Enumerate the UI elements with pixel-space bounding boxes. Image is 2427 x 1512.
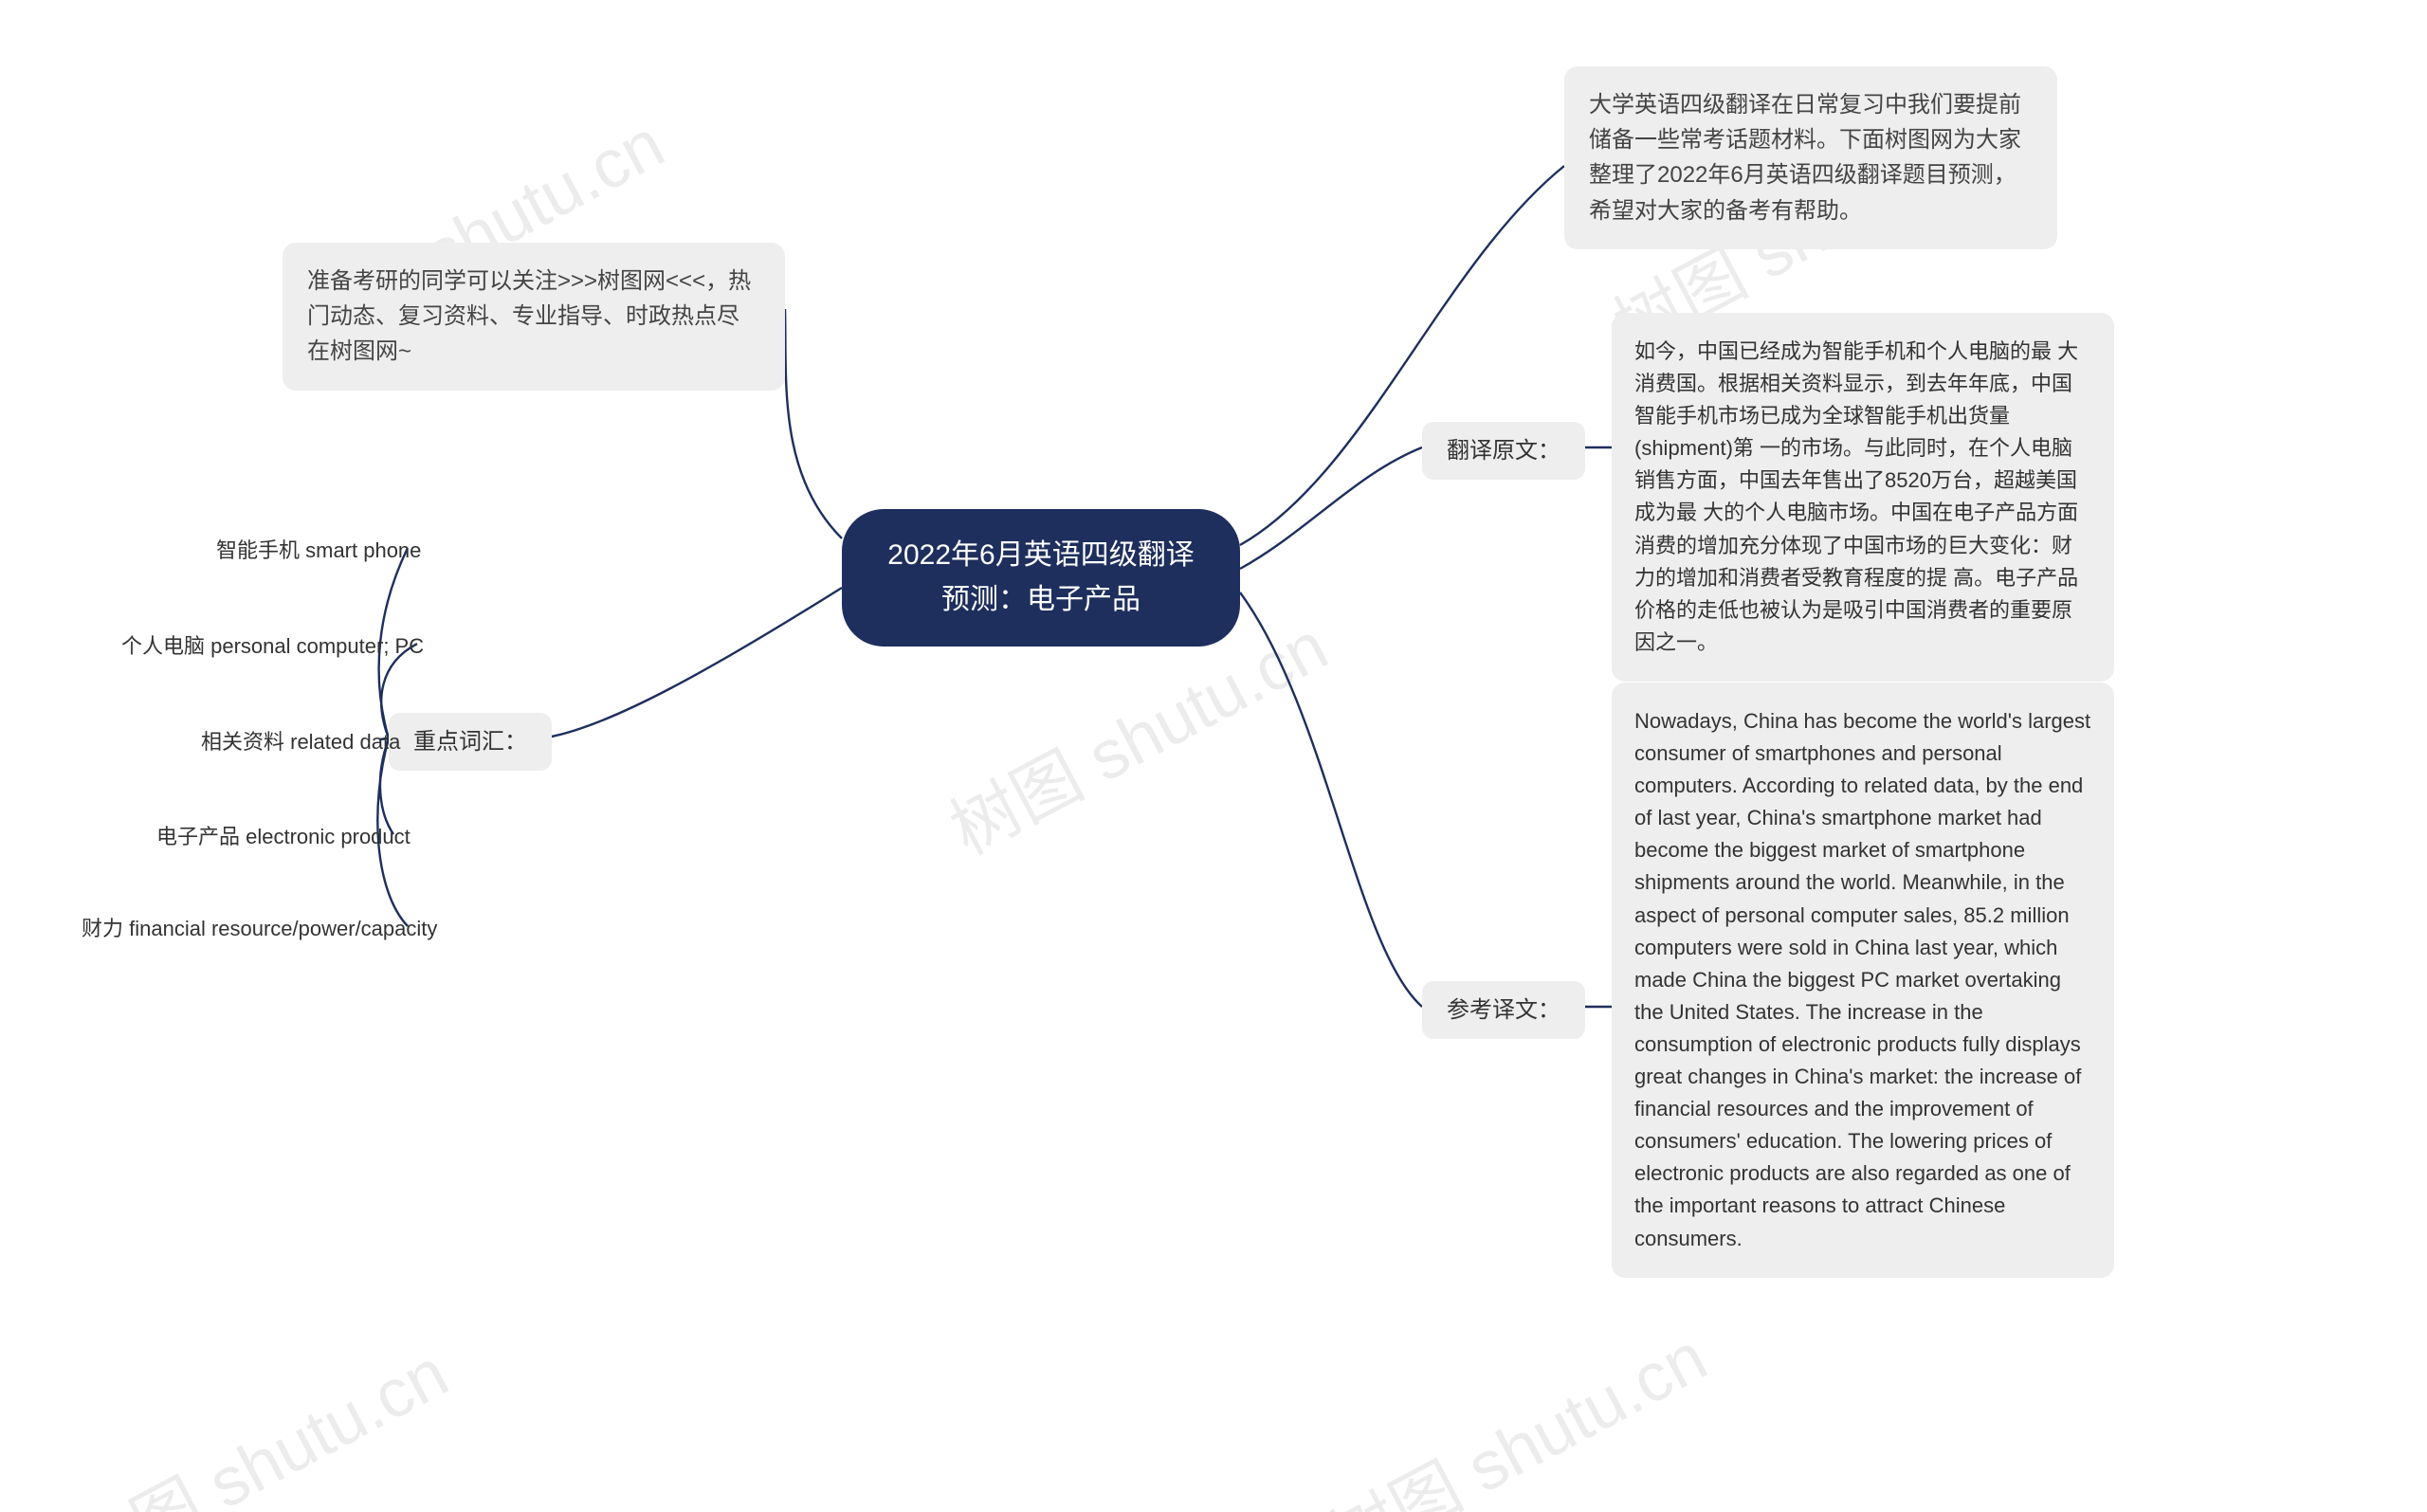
ref-text: Nowadays, China has become the world's l… bbox=[1634, 709, 2090, 1250]
branch-label-ref-text: 参考译文： bbox=[1447, 997, 1560, 1023]
center-node: 2022年6月英语四级翻译 预测：电子产品 bbox=[842, 509, 1240, 647]
vocab-item: 相关资料 related data bbox=[201, 726, 400, 758]
branch-label-vocab-text: 重点词汇： bbox=[413, 729, 527, 755]
connector-path bbox=[1240, 166, 1564, 545]
connector-path bbox=[1240, 447, 1422, 569]
vocab-item-text: 财力 financial resource/power/capacity bbox=[82, 917, 437, 940]
branch-label-ref: 参考译文： bbox=[1422, 981, 1585, 1039]
connector-path bbox=[1240, 592, 1422, 1007]
center-line1: 2022年6月英语四级翻译 bbox=[887, 539, 1194, 571]
center-line2: 预测：电子产品 bbox=[941, 584, 1141, 615]
branch-label-source: 翻译原文： bbox=[1422, 422, 1585, 480]
intro-block: 大学英语四级翻译在日常复习中我们要提前储备一些常考话题材料。下面树图网为大家整理… bbox=[1564, 66, 2057, 249]
vocab-item: 个人电脑 personal computer; PC bbox=[121, 630, 424, 663]
left-top-tip-text: 准备考研的同学可以关注>>>树图网<<<，热门动态、复习资料、专业指导、时政热点… bbox=[307, 268, 751, 364]
branch-label-vocab: 重点词汇： bbox=[389, 713, 552, 771]
watermark: 树图 shutu.cn bbox=[1309, 1303, 1721, 1512]
watermark: 图 shutu.cn bbox=[111, 1319, 463, 1512]
source-text: 如今，中国已经成为智能手机和个人电脑的最 大消费国。根据相关资料显示，到去年年底… bbox=[1634, 339, 2078, 654]
branch-label-source-text: 翻译原文： bbox=[1447, 438, 1560, 464]
left-top-tip: 准备考研的同学可以关注>>>树图网<<<，热门动态、复习资料、专业指导、时政热点… bbox=[283, 243, 785, 391]
source-block: 如今，中国已经成为智能手机和个人电脑的最 大消费国。根据相关资料显示，到去年年底… bbox=[1612, 313, 2114, 682]
intro-text: 大学英语四级翻译在日常复习中我们要提前储备一些常考话题材料。下面树图网为大家整理… bbox=[1589, 92, 2021, 224]
vocab-item-text: 电子产品 electronic product bbox=[156, 825, 411, 848]
vocab-item: 智能手机 smart phone bbox=[216, 535, 421, 567]
connector-path bbox=[785, 309, 842, 538]
vocab-item: 电子产品 electronic product bbox=[156, 821, 411, 853]
ref-block: Nowadays, China has become the world's l… bbox=[1612, 683, 2114, 1278]
connector-path bbox=[540, 588, 842, 738]
vocab-item-text: 相关资料 related data bbox=[201, 730, 400, 754]
vocab-item: 财力 financial resource/power/capacity bbox=[82, 913, 437, 945]
vocab-item-text: 智能手机 smart phone bbox=[216, 538, 421, 562]
vocab-item-text: 个人电脑 personal computer; PC bbox=[121, 634, 424, 658]
